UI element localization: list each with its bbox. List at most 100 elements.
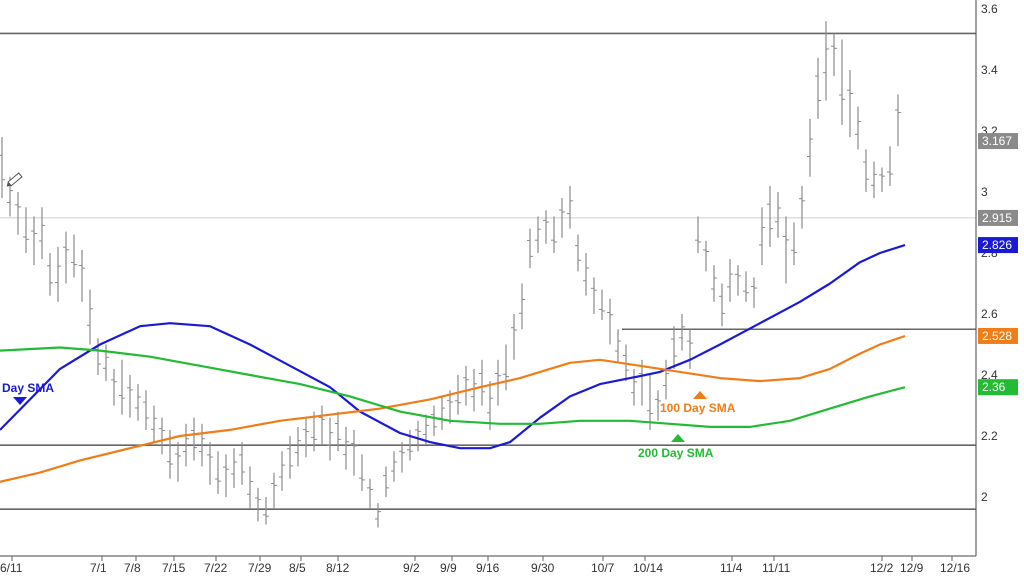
- price-bar: [751, 277, 757, 308]
- price-bar: [151, 405, 157, 443]
- sma-label: Day SMA: [2, 381, 54, 395]
- price-bar: [887, 146, 893, 186]
- price-bar: [519, 283, 525, 330]
- price-bar: [207, 442, 213, 485]
- price-bar: [719, 283, 725, 327]
- price-bar: [335, 411, 341, 452]
- price-bar: [351, 429, 357, 476]
- price-bar: [487, 381, 493, 430]
- price-bar: [479, 359, 485, 406]
- price-tag-label: 2.826: [982, 238, 1012, 252]
- x-tick-label: 12/16: [940, 561, 970, 575]
- price-bar: [279, 451, 285, 491]
- price-bar: [895, 94, 901, 147]
- price-tags: 3.167 2.915 2.826 2.528 2.36: [978, 133, 1018, 396]
- sma-label: 200 Day SMA: [638, 446, 714, 460]
- price-bar: [63, 231, 69, 284]
- price-bar: [31, 216, 37, 266]
- price-bar: [327, 417, 333, 461]
- x-tick-label: 9/16: [476, 561, 500, 575]
- price-bar: [87, 289, 93, 345]
- price-bar: [39, 207, 45, 260]
- price-bar: [847, 70, 853, 138]
- price-bar: [471, 368, 477, 412]
- x-tick-label: 9/30: [531, 561, 555, 575]
- price-tag-label: 2.915: [982, 211, 1012, 225]
- marker-up-icon: [693, 391, 707, 399]
- price-bar: [127, 375, 133, 418]
- price-bar: [695, 216, 701, 253]
- x-tick-label: 7/8: [124, 561, 141, 575]
- price-bar: [55, 246, 61, 302]
- price-tag: 2.36: [978, 379, 1018, 396]
- price-bar: [767, 185, 773, 247]
- price-tag-box: [978, 237, 1018, 254]
- price-tag-box: [978, 327, 1018, 344]
- price-tag-box: [978, 133, 1018, 150]
- price-bar: [551, 216, 557, 253]
- horizontal-levels: [0, 32, 976, 511]
- price-bar: [679, 314, 685, 351]
- price-bar: [391, 451, 397, 482]
- price-bar: [399, 442, 405, 473]
- price-bar: [759, 207, 765, 266]
- price-bar: [807, 118, 813, 177]
- price-bar: [159, 417, 165, 455]
- price-bar: [879, 167, 885, 192]
- price-bar: [295, 426, 301, 467]
- x-tick-label: 6/11: [0, 561, 23, 575]
- price-bar: [599, 289, 605, 321]
- price-bar: [503, 344, 509, 391]
- price-bar: [223, 454, 229, 497]
- sma-label: 100 Day SMA: [660, 401, 736, 415]
- price-bar: [855, 106, 861, 150]
- price-bar: [671, 326, 677, 369]
- price-bar: [311, 411, 317, 452]
- price-bar: [703, 240, 709, 272]
- price-bar: [607, 298, 613, 345]
- price-bar: [303, 417, 309, 458]
- price-bar: [535, 216, 541, 253]
- price-tag-label: 2.36: [982, 380, 1006, 394]
- price-bar: [743, 271, 749, 302]
- price-bar: [791, 222, 797, 266]
- price-bar: [199, 423, 205, 467]
- price-bar: [783, 216, 789, 284]
- x-tick-label: 12/2: [870, 561, 894, 575]
- price-bar: [367, 478, 373, 510]
- x-tick-label: 10/7: [591, 561, 615, 575]
- price-bar: [799, 185, 805, 229]
- x-tick-label: 11/11: [762, 561, 791, 575]
- price-bar: [447, 390, 453, 424]
- price-bar: [143, 390, 149, 430]
- sma-lines: [0, 244, 906, 483]
- pencil-icon[interactable]: [5, 172, 23, 188]
- x-tick-label: 9/9: [440, 561, 457, 575]
- price-bar: [663, 359, 669, 400]
- x-tick-label: 11/4: [720, 561, 743, 575]
- marker-down-icon: [13, 397, 27, 405]
- price-bar: [71, 234, 77, 278]
- price-tag-box: [978, 209, 1018, 226]
- y-tick-label: 2: [981, 490, 988, 504]
- x-tick-label: 7/22: [204, 561, 228, 575]
- price-bar: [567, 185, 573, 229]
- price-bar: [575, 234, 581, 272]
- price-bar: [23, 207, 29, 253]
- price-bar: [687, 329, 693, 369]
- x-tick-label: 12/9: [900, 561, 924, 575]
- price-bar: [247, 466, 253, 510]
- price-bar: [463, 365, 469, 406]
- price-bars: [0, 21, 901, 528]
- price-tag: 3.167: [978, 133, 1018, 150]
- price-bar: [271, 472, 277, 510]
- y-tick-label: 2.2: [981, 429, 998, 443]
- price-bar: [231, 448, 237, 488]
- price-bar: [871, 161, 877, 199]
- price-bar: [191, 417, 197, 461]
- price-bar: [583, 253, 589, 296]
- price-bar: [0, 137, 5, 199]
- price-tag: 2.915: [978, 209, 1018, 226]
